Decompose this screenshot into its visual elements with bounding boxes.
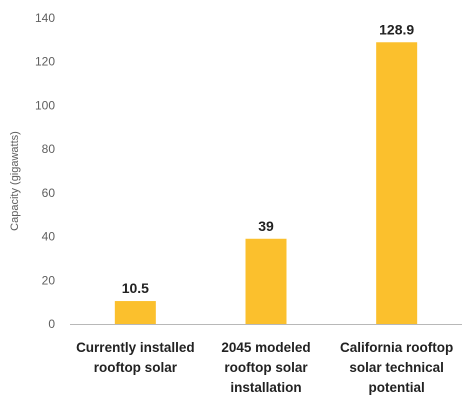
- y-tick-label: 140: [35, 11, 55, 25]
- category-label-line: California rooftop: [340, 340, 453, 355]
- category-label-line: rooftop solar: [224, 360, 308, 375]
- category-label-line: installation: [230, 380, 301, 395]
- category-label: Currently installed rooftop solar: [76, 340, 195, 375]
- y-axis-title: Capacity (gigawatts): [9, 131, 21, 231]
- y-tick-label: 40: [42, 230, 56, 244]
- y-axis-ticks: 0 20 40 60 80 100 120 140: [35, 11, 55, 331]
- bar-value-label: 10.5: [122, 280, 149, 296]
- category-label-line: potential: [369, 380, 425, 395]
- category-label-line: rooftop solar: [94, 360, 178, 375]
- category-label-line: solar technical: [349, 360, 444, 375]
- y-tick-label: 60: [42, 186, 56, 200]
- y-tick-label: 120: [35, 55, 55, 69]
- y-tick-label: 80: [42, 142, 56, 156]
- category-label: California rooftop solar technical potenti…: [340, 340, 453, 395]
- y-tick-label: 0: [48, 317, 55, 331]
- y-tick-label: 20: [42, 273, 56, 287]
- bars: 10.5 39 128.9: [114, 21, 418, 325]
- y-tick-label: 100: [35, 98, 55, 112]
- bar-value-label: 128.9: [379, 21, 414, 37]
- category-label: 2045 modeled rooftop solar installation: [221, 340, 310, 395]
- bar-value-label: 39: [258, 218, 274, 234]
- bar: [114, 301, 156, 324]
- bar: [245, 238, 287, 324]
- category-label-line: 2045 modeled: [221, 340, 310, 355]
- bar: [376, 42, 418, 325]
- category-label-line: Currently installed: [76, 340, 195, 355]
